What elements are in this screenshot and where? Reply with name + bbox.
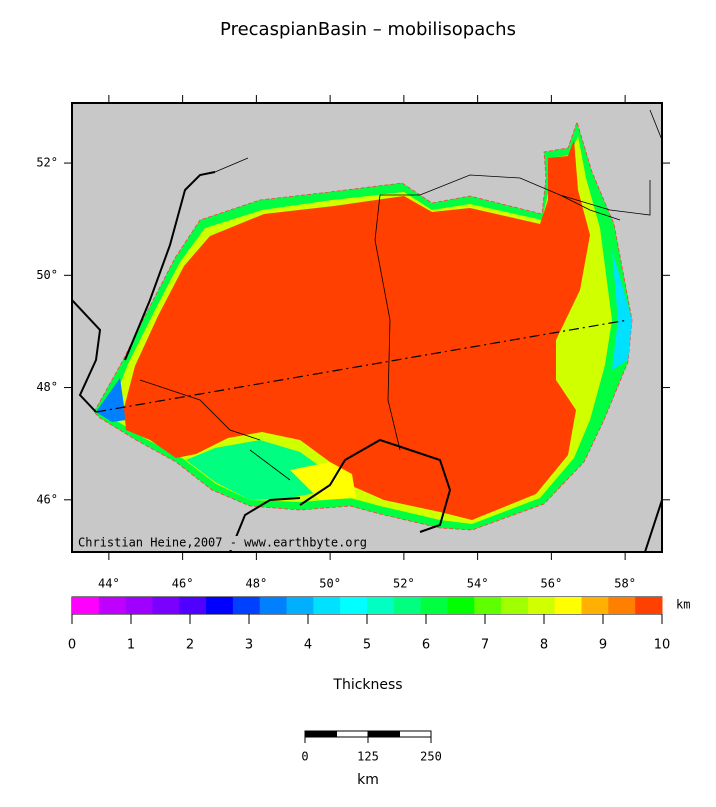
colorbar-segment xyxy=(179,597,207,614)
colorbar-segment xyxy=(581,597,609,614)
colorbar-segment xyxy=(152,597,180,614)
scale-bar-segment xyxy=(336,730,369,738)
colorbar-segment xyxy=(635,597,663,614)
scale-tick-label: 125 xyxy=(357,750,379,764)
colorbar-segment xyxy=(393,597,422,614)
map-area: Christian Heine,2007 - www.earthbyte.org xyxy=(72,103,662,552)
fringe-yellow-south xyxy=(290,462,356,500)
colorbar-tick-label: 9 xyxy=(599,638,607,653)
scale-unit: km xyxy=(357,772,379,788)
colorbar-tick-label: 10 xyxy=(654,638,671,653)
y-tick-label: 50° xyxy=(36,268,58,282)
colorbar-unit: km xyxy=(676,598,690,612)
x-tick-label: 54° xyxy=(467,577,489,591)
colorbar-tick-label: 2 xyxy=(186,638,194,653)
colorbar-segment xyxy=(340,597,368,614)
colorbar-tick-label: 4 xyxy=(304,638,312,653)
scale-bar-segment xyxy=(367,730,400,738)
y-tick-label: 48° xyxy=(36,380,58,394)
fringe-cyan xyxy=(612,250,632,370)
map-frame xyxy=(71,102,663,553)
x-tick-label: 46° xyxy=(172,577,194,591)
fringe-green-south xyxy=(186,440,330,500)
colorbar-segment xyxy=(286,597,314,614)
colorbar-segment xyxy=(501,597,529,614)
colorbar-tick-label: 5 xyxy=(363,638,371,653)
colorbar-segment xyxy=(474,597,502,614)
colorbar-segment xyxy=(98,597,127,614)
credit: Christian Heine,2007 - www.earthbyte.org xyxy=(78,536,367,550)
x-tick-label: 44° xyxy=(98,577,120,591)
colorbar-segment xyxy=(527,597,556,614)
colorbar-segment xyxy=(367,597,395,614)
colorbar-segment xyxy=(232,597,261,614)
scale-bar-segment xyxy=(399,730,432,738)
profile-line xyxy=(95,319,629,413)
colorbar-tick-label: 6 xyxy=(422,638,430,653)
colorbar-tick-label: 8 xyxy=(540,638,548,653)
colorbar-segment xyxy=(72,597,100,614)
colorbar-tick-label: 0 xyxy=(68,638,76,653)
colorbar-segment xyxy=(554,597,583,614)
colorbar-segment xyxy=(447,597,475,614)
colorbar-segment xyxy=(206,597,234,614)
x-tick-label: 58° xyxy=(614,577,636,591)
colorbar-segment xyxy=(259,597,288,614)
scale-bar-segment xyxy=(304,730,337,738)
coastline xyxy=(72,171,662,552)
x-tick-label: 52° xyxy=(393,577,415,591)
colorbar-segment xyxy=(313,597,341,614)
y-tick-label: 52° xyxy=(36,156,58,170)
colorbar-tick-label: 1 xyxy=(127,638,135,653)
scale-tick-label: 250 xyxy=(420,750,442,764)
x-tick-label: 48° xyxy=(246,577,268,591)
colorbar-segment xyxy=(420,597,448,614)
y-tick-label: 46° xyxy=(36,492,58,506)
x-tick-label: 50° xyxy=(319,577,341,591)
credit-box xyxy=(76,536,378,550)
x-tick-label: 56° xyxy=(541,577,563,591)
borders xyxy=(139,109,662,481)
colorbar-tick-label: 3 xyxy=(245,638,253,653)
colorbar-segment xyxy=(608,597,636,614)
colorbar-segment xyxy=(125,597,153,614)
scale-tick-label: 0 xyxy=(301,750,308,764)
colorbar-label: Thickness xyxy=(332,677,402,693)
basin-core xyxy=(124,140,590,520)
title: PrecaspianBasin – mobilisopachs xyxy=(220,19,516,40)
colorbar-tick-label: 7 xyxy=(481,638,489,653)
